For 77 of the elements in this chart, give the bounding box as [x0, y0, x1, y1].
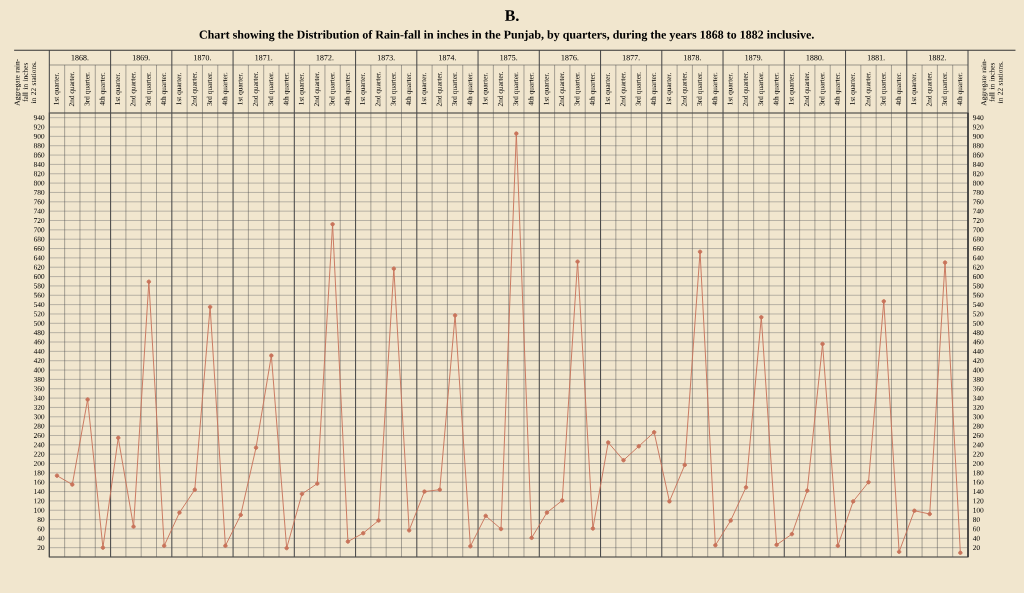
point [697, 249, 703, 255]
point [743, 485, 749, 490]
point [820, 341, 825, 347]
text: 1876. [561, 54, 579, 61]
point [207, 304, 213, 310]
point [238, 512, 243, 518]
point [406, 528, 412, 533]
point [713, 543, 718, 548]
point [636, 444, 642, 449]
point [835, 543, 841, 548]
point [605, 440, 611, 445]
point [850, 499, 856, 504]
text: 1875. [500, 54, 518, 61]
text: 1874. [439, 54, 456, 61]
point [345, 539, 351, 544]
point [422, 489, 427, 494]
point [789, 531, 795, 537]
text: 1868. [71, 54, 89, 61]
text: 1872. [316, 54, 334, 61]
point [161, 543, 167, 548]
point [452, 313, 458, 318]
point [866, 480, 871, 485]
point [116, 435, 121, 441]
point [529, 535, 534, 541]
text: 1882. [929, 54, 946, 61]
point [774, 542, 779, 548]
point [223, 543, 228, 548]
point [942, 260, 948, 265]
text: 1878. [684, 54, 701, 61]
point [315, 481, 320, 486]
point [483, 513, 488, 519]
text: 1881. [867, 54, 885, 61]
chart-subtitle: Chart showing the Distribution of Rain-fall in inches in the Punjab, by quarters, during the years 1868 to 1882 inclusive. [199, 30, 814, 42]
point [177, 510, 182, 515]
point [896, 549, 902, 555]
point [927, 511, 932, 517]
point [284, 545, 289, 551]
point [682, 462, 687, 468]
point [651, 430, 657, 435]
point [881, 299, 886, 304]
text: 1873. [377, 54, 395, 61]
point [575, 259, 580, 264]
point [192, 487, 197, 492]
point [912, 508, 917, 513]
point [958, 550, 963, 555]
point [667, 499, 672, 504]
point [131, 524, 136, 529]
text: 1870. [194, 54, 211, 61]
point [728, 518, 733, 523]
text: 1879. [745, 54, 763, 61]
text: 1877. [622, 54, 640, 61]
text: 1880. [806, 54, 824, 61]
point [498, 526, 504, 532]
point [391, 266, 397, 271]
point [544, 510, 550, 515]
text: 1871. [255, 54, 273, 61]
point [590, 526, 596, 531]
chart-title: B. [504, 10, 519, 22]
point [514, 131, 519, 136]
point [85, 397, 90, 402]
text: 1869. [132, 54, 150, 61]
point [805, 488, 810, 493]
point [468, 544, 473, 549]
point [100, 545, 106, 550]
point [330, 222, 335, 227]
point [621, 458, 626, 463]
point [146, 279, 152, 284]
point [361, 530, 366, 536]
point [376, 518, 381, 523]
point [560, 498, 565, 503]
point [54, 473, 60, 478]
point [70, 482, 75, 487]
point [269, 353, 274, 358]
point [759, 315, 764, 320]
point [437, 487, 442, 492]
point [253, 445, 259, 450]
point [299, 491, 305, 497]
